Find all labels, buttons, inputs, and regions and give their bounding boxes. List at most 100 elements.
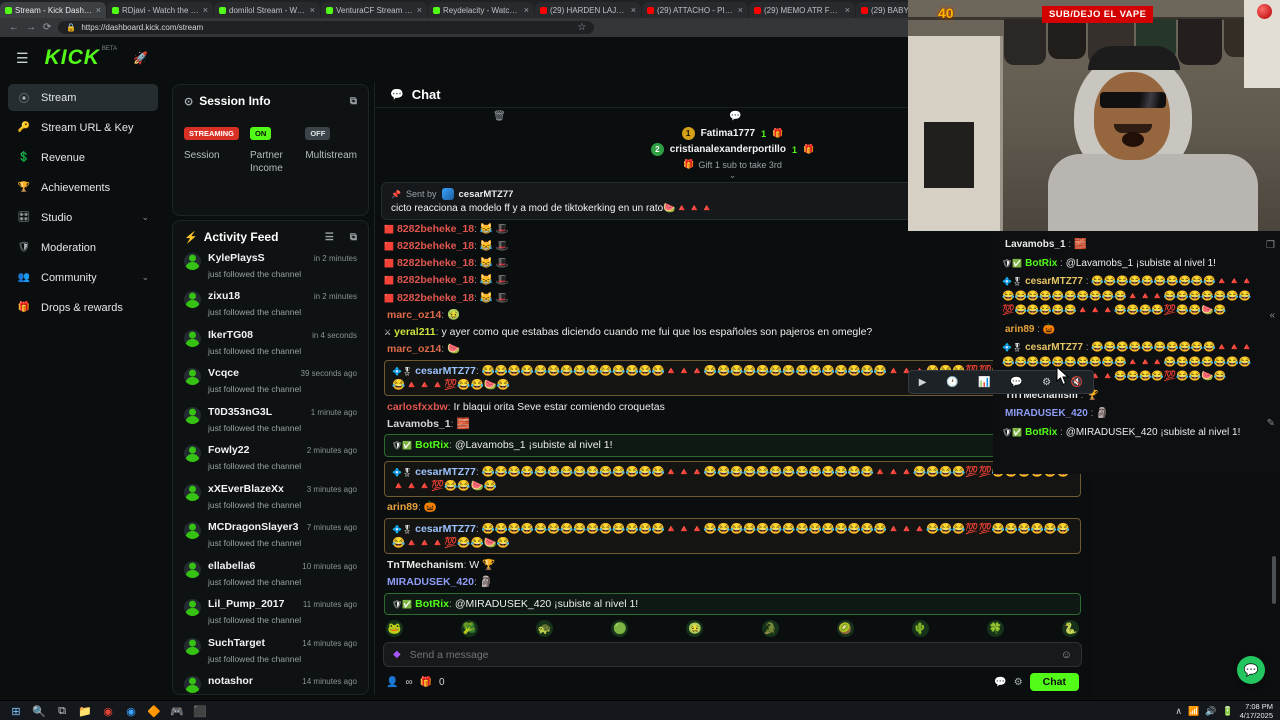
hamburger-menu-icon[interactable]: ☰ [16,49,29,66]
chat-username[interactable]: yeral211 [394,325,436,338]
play-icon[interactable]: ▶ [918,376,927,388]
follower-name[interactable]: notashor [208,675,253,687]
chat-message[interactable]: MIRADUSEK_420 : 🗿 [1005,408,1109,419]
browser-tab[interactable]: Stream - Kick Dashboard × [0,2,106,18]
follower-name[interactable]: ellabella6 [208,559,256,572]
activity-event[interactable]: Vcqce 39 seconds ago just followed the c… [173,363,368,402]
url-text[interactable]: https://dashboard.kick.com/stream [81,23,204,32]
chat-message[interactable]: Lavamobs_1: 🧱 [387,417,470,430]
search-icon[interactable]: 🔍 [32,705,46,718]
tab-close-icon[interactable]: × [523,5,529,15]
rocket-icon[interactable]: 🚀 [133,51,149,65]
gift-cta-label[interactable]: Gift 1 sub to take 3rd [698,159,782,170]
chrome-icon[interactable]: ◉ [103,705,113,718]
pinned-username[interactable]: cesarMTZ77 [458,188,514,200]
task-view-icon[interactable]: ⧉ [58,704,66,717]
start-icon[interactable]: ⊞ [11,705,21,718]
browser-tab[interactable]: VenturaCF Stream - Watch ... × [321,2,427,18]
activity-event[interactable]: SuchTarget 14 minutes ago just followed … [173,632,368,671]
quick-emote[interactable]: 🤢 [686,620,704,637]
browser-tab[interactable]: domilol Stream - Watch Li... × [214,2,320,18]
chat-username[interactable]: Lavamobs_1 [1005,239,1066,250]
chat-message[interactable]: TnTMechanism: W 🏆 [387,558,496,571]
chat-message[interactable]: Lavamobs_1 : 🧱 [1005,239,1087,250]
follower-name[interactable]: T0D353nG3L [208,405,273,418]
browser-tab[interactable]: Reydelacity - Watch the VO... × [428,2,534,18]
chat-message[interactable]: 🛡✅ BotRix : @MIRADUSEK_420 ¡subiste al ni… [1002,426,1241,438]
chat-username[interactable]: marc_oz14 [387,343,442,356]
expand-icon[interactable]: ⧉ [349,231,357,243]
mute-icon[interactable]: 🔇 [1070,376,1084,388]
scrollbar-thumb[interactable] [1272,556,1276,604]
chat-message[interactable]: carlosfxxbw: Ir blaqui orita Seve estar … [387,400,665,413]
chat-mode-icon[interactable]: 💬 [994,676,1007,688]
volume-icon[interactable]: 🔊 [1205,705,1217,716]
chat-username[interactable]: BotRix [1025,257,1058,269]
stats-icon[interactable]: 📊 [978,376,991,388]
follower-name[interactable]: KylePlaysS [208,251,265,264]
quick-emote[interactable]: 🐸 [386,620,403,637]
browser-tab[interactable]: (29) HARDEN LAJA Y BDRI... × [535,2,641,18]
tab-close-icon[interactable]: × [844,5,850,15]
tab-close-icon[interactable]: × [309,5,315,15]
url-bar[interactable]: 🔒 https://dashboard.kick.com/stream ☆ [58,21,595,34]
follower-name[interactable]: xXEverBlazeXx [208,482,284,495]
activity-event[interactable]: KylePlaysS in 2 minutes just followed th… [173,247,368,286]
chat-username[interactable]: 8282beheke_18 [396,291,475,304]
browser-tab[interactable]: (29) MEMO ATR FT CHAMA... × [749,2,855,18]
activity-event[interactable]: xXEverBlazeXx 3 minutes ago just followe… [173,478,368,517]
tab-close-icon[interactable]: × [630,5,636,15]
gift-icon[interactable]: 🎁 [419,676,433,688]
follower-name[interactable]: zixu18 [208,290,241,302]
chat-username[interactable]: 8282beheke_18 [396,257,475,270]
quick-emote[interactable]: 🟢 [611,620,629,637]
expand-icon[interactable]: ⧉ [349,95,357,107]
chat-message[interactable]: 🟥 8282beheke_18: 😹 🎩 [384,223,509,235]
tray-expand-icon[interactable]: ∧ [1175,705,1182,716]
stream-preview-video[interactable]: 40 SUB/DEJO EL VAPE [908,0,1280,231]
follower-name[interactable]: Lil_Pump_2017 [208,598,285,610]
follower-name[interactable]: IkerTG08 [208,328,253,341]
activity-event[interactable]: IkerTG08 in 4 seconds just followed the … [173,324,368,363]
chat-message[interactable]: 💠🎖 cesarMTZ77 : 😂😂😂😂😂😂😂😂😂😂🔺🔺🔺😂😂😂😂😂😂😂😂😂😂🔺🔺… [1002,276,1254,316]
chat-message[interactable]: 💠🎖 cesarMTZ77: 😂😂😂😂😂😂😂😂😂😂😂😂😂😂🔺🔺🔺😂😂😂😂😂😂😂😂😂… [384,518,1081,555]
clear-chat-icon[interactable]: 🗑 [493,111,506,122]
chat-message[interactable]: marc_oz14: 🍉 [387,343,461,356]
chat-username[interactable]: MIRADUSEK_420 [1005,408,1088,419]
tab-close-icon[interactable]: × [95,5,101,15]
chat-message[interactable]: 💠🎖 cesarMTZ77: 😂😂😂😂😂😂😂😂😂😂😂😂😂😂🔺🔺🔺😂😂😂😂😂😂😂😂😂… [384,460,1081,497]
chat-message[interactable]: 🛡✅ BotRix: @Lavamobs_1 ¡subiste al nivel … [384,434,1081,457]
chat-message[interactable]: 💠🎖 cesarMTZ77 : 😂😂😂😂😂😂😂😂😂😂🔺🔺🔺😂😂😂😂😂😂😂😂😂😂🔺🔺… [1002,342,1254,382]
sidebar-item[interactable]: ⦿ Stream [8,84,158,111]
chat-username[interactable]: 8282beheke_18 [396,274,475,287]
obs-icon[interactable]: ⬛ [193,705,207,718]
chat-username[interactable]: 8282beheke_18 [396,223,475,235]
chat-username[interactable]: arin89 [1005,323,1035,335]
edge-icon[interactable]: ◉ [126,705,136,718]
quick-emote[interactable]: 🥝 [836,620,854,637]
forward-icon[interactable]: → [26,22,36,33]
activity-event[interactable]: Fowly22 2 minutes ago just followed the … [173,440,368,479]
send-chat-button[interactable]: Chat [1029,673,1079,691]
browser-tab[interactable]: RDjavi - Watch the VOD on ... × [107,2,213,18]
sidebar-item[interactable]: 🛡 Moderation [8,234,158,261]
quick-emote[interactable]: 🌵 [911,620,929,637]
chat-username[interactable]: marc_oz14 [387,308,442,321]
follower-name[interactable]: Fowly22 [208,444,250,456]
sidebar-item[interactable]: 🎁 Drops & rewards [8,294,158,321]
chat-message[interactable]: arin89: 🎃 [387,501,437,514]
emoji-picker-icon[interactable]: ☺ [1060,648,1072,661]
filter-icon[interactable]: ☰ [324,231,334,243]
activity-event[interactable]: Lil_Pump_2017 11 minutes ago just follow… [173,594,368,633]
chat-message[interactable]: TnTMechanism : 🏆 [1005,389,1099,401]
chat-username[interactable]: BotRix [415,439,449,452]
kick-emote-icon[interactable]: ◆ [393,649,401,660]
chat-username[interactable]: carlosfxxbw [387,400,448,413]
activity-event[interactable]: notashor 14 minutes ago just followed th… [173,671,368,694]
network-icon[interactable]: 📶 [1187,705,1200,716]
gifter-row[interactable]: 2 cristianalexanderportillo 1 🎁 [650,143,814,156]
quick-emote[interactable]: 🐢 [536,620,554,637]
follower-name[interactable]: Vcqce [208,367,239,379]
popout-message-list[interactable]: Lavamobs_1 : 🧱 🛡✅ BotRix : @Lavamobs_1 ¡s… [1002,236,1258,442]
chat-username[interactable]: BotRix [1025,426,1058,438]
